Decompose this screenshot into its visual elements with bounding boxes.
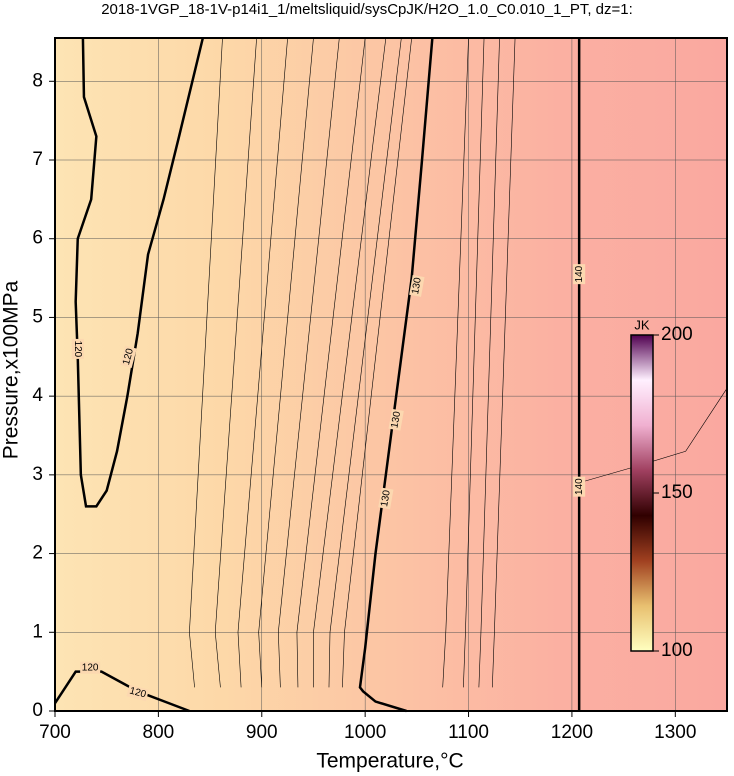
contour-label-bg <box>573 476 586 497</box>
colorbar-tick-label: 100 <box>661 640 693 661</box>
contour-line <box>296 37 366 688</box>
y-tick-label: 1 <box>32 621 43 642</box>
y-tick-label: 3 <box>32 464 43 485</box>
plot-frame <box>54 37 728 712</box>
contour-label: 120 <box>72 341 83 358</box>
y-tick-label: 7 <box>32 149 43 170</box>
colorbar-label: JK <box>634 317 650 332</box>
y-tick-label: 2 <box>32 543 43 564</box>
colorbar <box>630 334 654 652</box>
contour-line <box>358 37 434 713</box>
y-tick-label: 4 <box>32 385 43 406</box>
x-tick-label: 1100 <box>448 722 489 743</box>
contour-line <box>492 37 516 688</box>
contour-label-bg <box>388 408 404 431</box>
contour-line <box>258 37 314 688</box>
contour-label-bg <box>573 264 586 285</box>
contour-line <box>313 37 387 688</box>
contour-line <box>74 37 205 508</box>
contour-label: 130 <box>379 489 393 508</box>
contour-line <box>189 37 223 688</box>
contour-label: 140 <box>574 265 585 282</box>
contour-label: 130 <box>389 410 403 429</box>
contour-line <box>214 37 257 688</box>
contour-line <box>328 37 402 688</box>
contour-label: 130 <box>410 276 424 295</box>
chart-title: 2018-1VGP_18-1V-p14i1_1/meltsliquid/sysC… <box>101 1 633 18</box>
y-tick-label: 6 <box>32 228 43 249</box>
contour-line <box>478 37 500 688</box>
contour-label-bg <box>409 275 425 297</box>
y-tick-label: 8 <box>32 70 43 91</box>
contour-line <box>342 37 412 688</box>
x-tick-label: 900 <box>246 722 278 743</box>
x-tick-label: 800 <box>143 722 175 743</box>
contour-label: 140 <box>574 478 585 495</box>
y-tick-label: 0 <box>32 700 43 721</box>
contour-label: 120 <box>82 662 99 673</box>
x-tick-label: 1200 <box>551 722 593 743</box>
contour-label-bg <box>71 338 84 359</box>
contour-line <box>579 388 728 484</box>
contour-line <box>278 37 340 688</box>
contour-label-bg <box>80 661 101 674</box>
contour-label-bg <box>378 487 394 510</box>
contour-label: 120 <box>121 347 136 366</box>
x-axis-label: Temperature,°C <box>316 750 463 773</box>
x-tick-label: 1300 <box>654 722 696 743</box>
contour-line <box>463 37 485 688</box>
contour-label-bg <box>120 345 137 369</box>
x-tick-label: 1000 <box>344 722 386 743</box>
contour-line <box>53 670 190 713</box>
contour-line <box>442 37 469 688</box>
plot-background <box>55 38 727 711</box>
y-tick-label: 5 <box>32 306 43 327</box>
contour-label-bg <box>126 684 149 702</box>
x-tick-label: 700 <box>39 722 71 743</box>
colorbar-tick-label: 200 <box>661 324 693 345</box>
colorbar-tick-label: 150 <box>661 482 693 503</box>
contour-label: 120 <box>128 686 147 701</box>
contour-line <box>237 37 288 688</box>
y-axis-label: Pressure,x100MPa <box>0 280 23 459</box>
